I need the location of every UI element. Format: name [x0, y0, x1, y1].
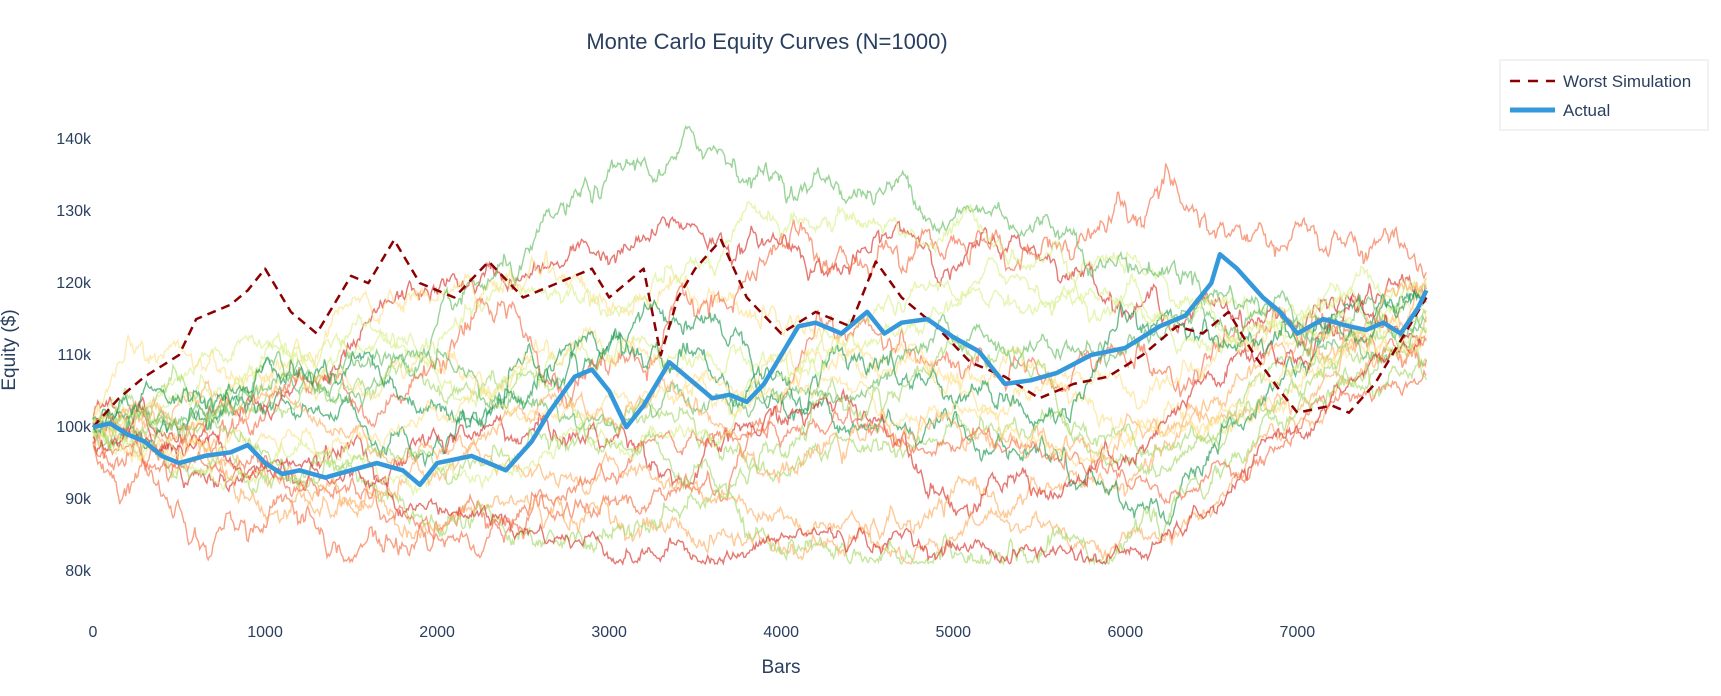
simulation-curve [92, 368, 1427, 559]
y-tick-label: 130k [56, 203, 92, 220]
simulation-curve [92, 163, 1428, 505]
series-worst-simulation[interactable] [92, 238, 1428, 428]
y-tick-label: 90k [65, 491, 92, 508]
y-tick-label: 80k [65, 563, 92, 580]
x-axis-ticks: 0 1000 2000 3000 4000 5000 6000 7000 [89, 624, 1316, 641]
simulation-curve [92, 289, 1427, 436]
series-actual[interactable] [92, 252, 1429, 488]
simulation-curve [92, 200, 1428, 432]
x-tick-label: 1000 [247, 624, 283, 641]
y-tick-label: 120k [56, 275, 92, 292]
simulation-curve [92, 308, 1428, 566]
x-tick-label: 4000 [763, 624, 799, 641]
simulation-curve [92, 297, 1427, 450]
legend-box [1499, 59, 1709, 131]
simulation-curve [92, 250, 1428, 476]
x-tick-label: 6000 [1108, 624, 1144, 641]
x-tick-label: 7000 [1280, 624, 1316, 641]
simulation-curve [92, 316, 1428, 565]
legend-label-worst[interactable]: Worst Simulation [1563, 72, 1691, 91]
simulation-curve [92, 281, 1428, 525]
y-axis-ticks: 80k 90k 100k 110k 120k 130k 140k [56, 131, 92, 580]
x-axis-title: Bars [761, 657, 800, 678]
y-axis-title: Equity ($) [0, 309, 20, 390]
x-tick-label: 2000 [419, 624, 455, 641]
simulation-curve [92, 256, 1427, 496]
simulation-curve [92, 333, 1428, 498]
y-tick-label: 110k [57, 347, 92, 364]
simulation-curve [92, 337, 1427, 567]
simulation-curve [92, 277, 1428, 561]
simulation-curve [92, 305, 1428, 564]
y-tick-label: 140k [56, 131, 92, 148]
x-tick-label: 5000 [935, 624, 971, 641]
y-tick-label: 100k [56, 419, 92, 436]
x-tick-label: 3000 [591, 624, 627, 641]
legend-label-actual[interactable]: Actual [1563, 101, 1610, 120]
simulation-curves [92, 124, 1428, 567]
legend: Worst Simulation Actual [1499, 59, 1709, 131]
x-tick-label: 0 [89, 624, 98, 641]
highlighted-curves [92, 238, 1429, 488]
chart-title: Monte Carlo Equity Curves (N=1000) [586, 29, 947, 54]
